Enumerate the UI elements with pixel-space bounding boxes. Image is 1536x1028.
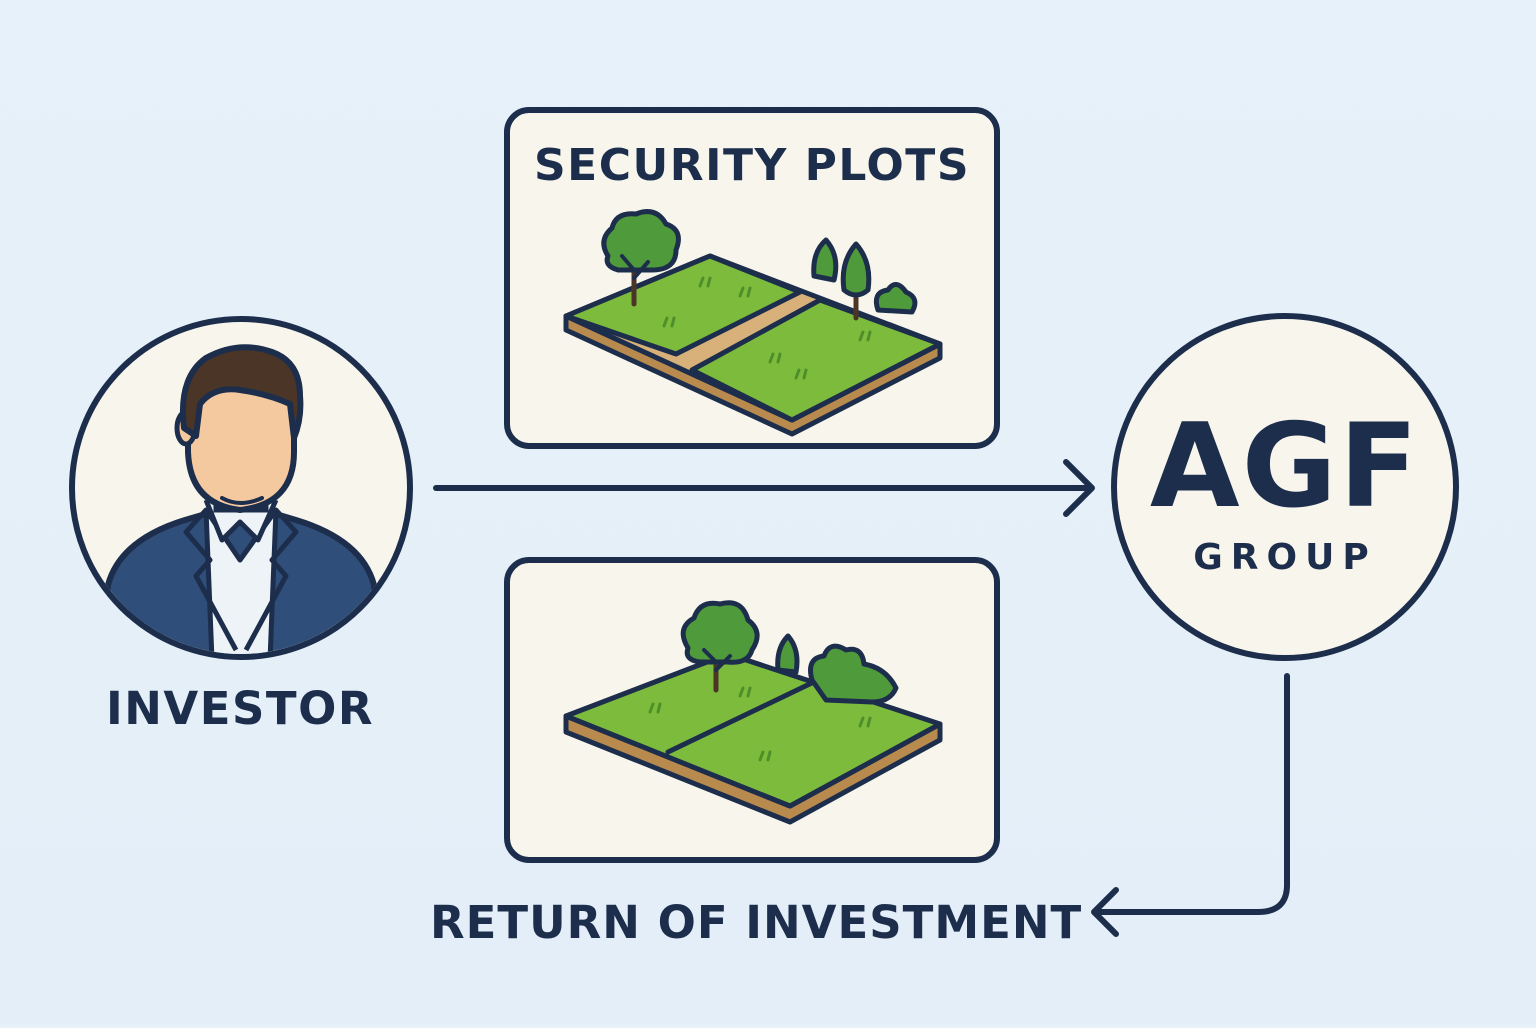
left-lapel — [183, 508, 239, 652]
grass-plot-bottom — [563, 651, 943, 809]
plot-divider — [665, 677, 821, 755]
grass-plot-right — [689, 297, 943, 423]
investor-label: INVESTOR — [106, 682, 374, 735]
investor-avatar — [97, 344, 385, 654]
small-tree-bottom — [775, 633, 800, 675]
smile — [220, 496, 264, 505]
agf-circle — [1111, 313, 1459, 661]
bush-bottom — [808, 643, 899, 705]
small-tree-2 — [840, 241, 872, 298]
land-plot-illustration-bottom — [563, 600, 943, 825]
tree-icon-bottom — [680, 600, 760, 665]
arrow-right-head — [1063, 459, 1095, 517]
arrow-return-path — [1093, 673, 1290, 915]
small-tree-1 — [811, 237, 839, 283]
agf-logo-text: AGF — [1149, 399, 1421, 534]
agf-group-text: GROUP — [1193, 537, 1377, 578]
grass-tufts — [662, 276, 872, 380]
right-lapel — [243, 508, 299, 652]
grass-tufts-bottom — [648, 686, 872, 762]
bush — [873, 282, 918, 315]
tree-branches — [620, 254, 650, 280]
security-plots-title: SECURITY PLOTS — [533, 140, 971, 191]
grass-plot-left — [563, 253, 803, 357]
return-of-investment-label: RETURN OF INVESTMENT — [430, 896, 1083, 949]
arrow-left-head — [1091, 887, 1119, 937]
tree-branches-bottom — [702, 648, 732, 672]
hair — [180, 344, 304, 441]
land-plot-illustration-top — [563, 209, 943, 437]
